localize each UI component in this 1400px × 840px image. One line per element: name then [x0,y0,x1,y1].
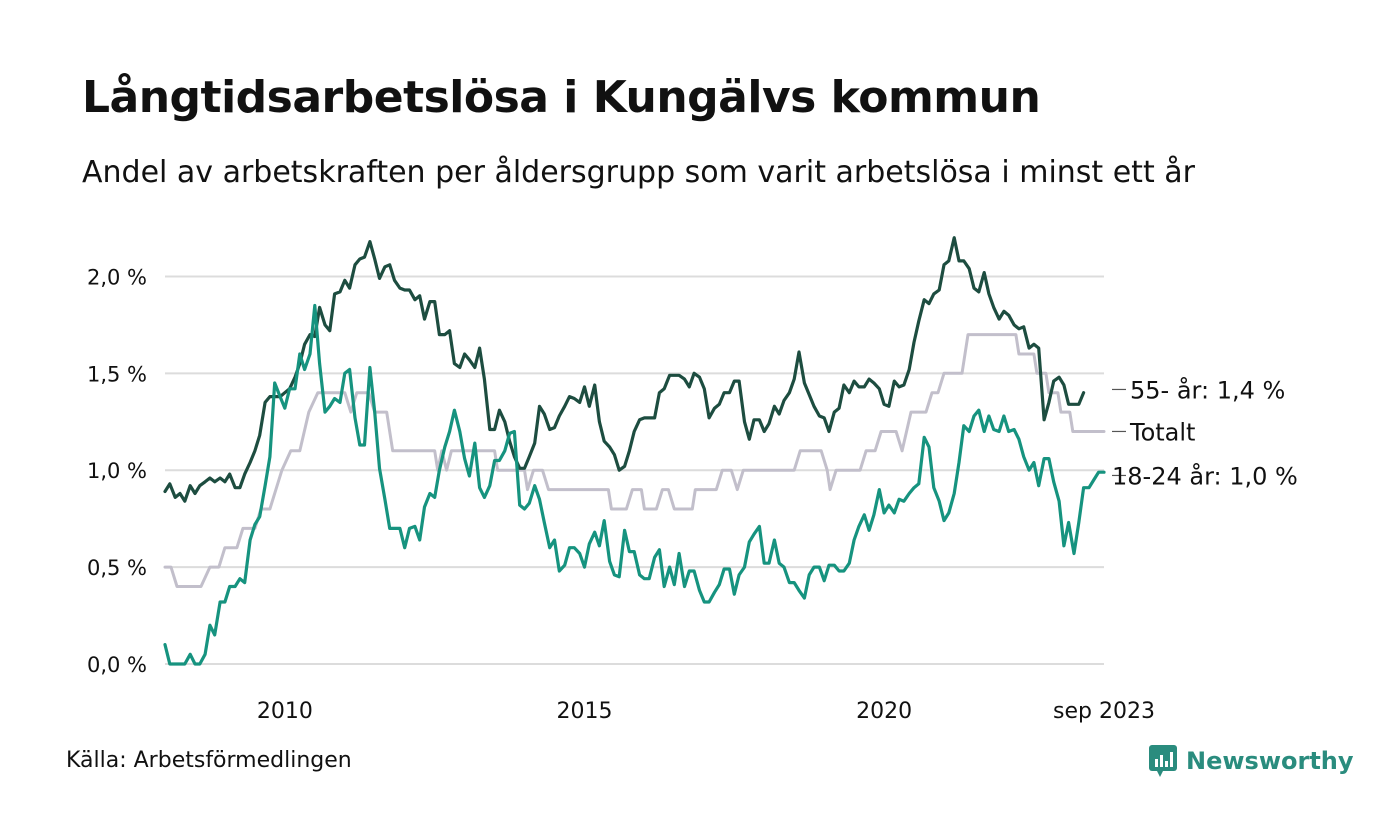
logo-text: Newsworthy [1186,747,1354,775]
y-tick-label: 1,5 % [87,362,147,386]
series-line-old [163,236,1086,503]
series-line-total [163,333,1106,588]
y-tick-label: 0,0 % [87,653,147,677]
y-axis-ticks: 0,0 % 0,5 % 1,0 % 1,5 % 2,0 % [87,265,147,677]
x-axis-ticks: 2010 2015 2020 sep 2023 [257,699,1155,724]
series-line-young [163,303,1106,666]
series-end-label-total: Totalt [1129,418,1195,446]
y-tick-label: 0,5 % [87,556,147,580]
x-tick-label: 2015 [556,699,612,724]
x-tick-label: 2020 [856,699,912,724]
series-end-label-young: 18-24 år: 1,0 % [1112,461,1298,490]
x-tick-label: sep 2023 [1053,699,1155,724]
source-note: Källa: Arbetsförmedlingen [66,748,352,773]
series-end-labels: Totalt 55- år: 1,4 % 18-24 år: 1,0 % [1112,375,1298,490]
chart-subtitle: Andel av arbetskraften per åldersgrupp s… [82,155,1195,190]
y-tick-label: 2,0 % [87,265,147,289]
line-chart: 0,0 % 0,5 % 1,0 % 1,5 % 2,0 % 2010 2015 2020 se… [87,236,1298,724]
chart-title: Långtidsarbetslösa i Kungälvs kommun [82,72,1041,123]
newsworthy-logo: Newsworthy [1148,744,1354,778]
y-tick-label: 1,0 % [87,459,147,483]
x-tick-label: 2010 [257,699,313,724]
series-lines [163,236,1106,666]
gridlines [165,275,1104,665]
series-end-label-old: 55- år: 1,4 % [1130,375,1285,404]
newsworthy-logo-icon [1149,745,1177,777]
